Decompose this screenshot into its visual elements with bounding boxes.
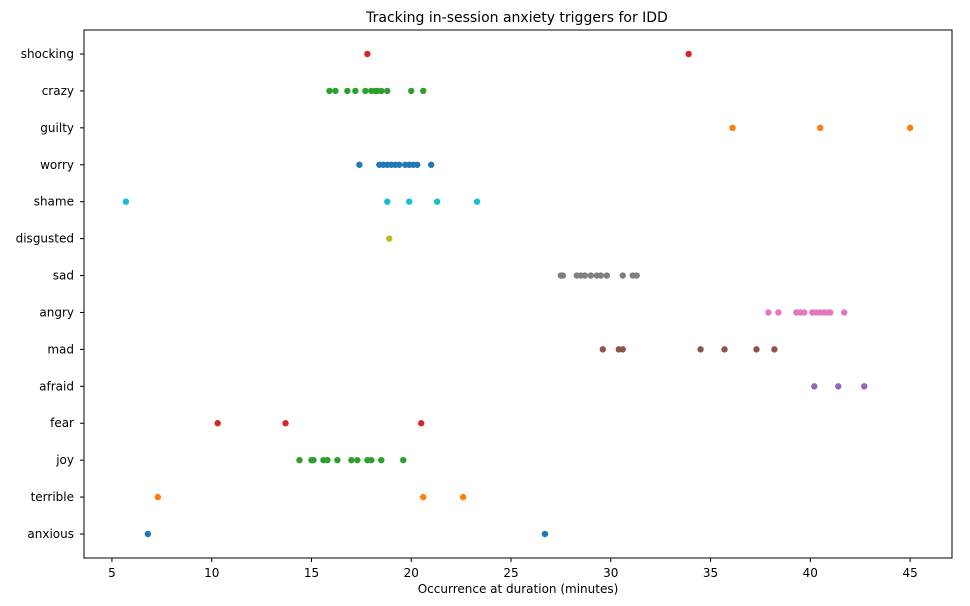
data-point-mad — [599, 346, 607, 353]
data-point-mad — [721, 346, 728, 353]
data-points — [122, 50, 914, 538]
data-point-worry — [356, 161, 363, 168]
y-tick-label-mad: mad — [47, 342, 74, 356]
data-point-crazy — [384, 87, 391, 95]
data-point-joy — [348, 456, 355, 464]
data-point-afraid — [861, 383, 868, 390]
data-point-joy — [368, 456, 375, 464]
data-point-fear — [282, 420, 289, 427]
data-point-crazy — [362, 87, 369, 95]
x-tick-label: 5 — [108, 566, 116, 580]
data-point-terrible — [154, 493, 162, 501]
data-point-sad — [559, 272, 567, 279]
data-point-worry — [396, 161, 403, 168]
data-point-joy — [354, 456, 361, 464]
x-tick-label: 35 — [703, 566, 718, 580]
y-tick-label-afraid: afraid — [39, 379, 74, 393]
data-point-anxious — [541, 530, 549, 538]
chart-title: Tracking in-session anxiety triggers for… — [365, 10, 668, 26]
y-tick-label-fear: fear — [50, 416, 74, 430]
data-point-mad — [697, 346, 704, 353]
data-point-angry — [827, 309, 834, 316]
data-point-disgusted — [386, 235, 393, 242]
y-tick-label-disgusted: disgusted — [16, 232, 74, 246]
data-point-crazy — [344, 87, 351, 95]
data-point-afraid — [811, 383, 818, 390]
x-tick-label: 10 — [204, 566, 219, 580]
data-point-shame — [384, 198, 391, 205]
y-tick-label-terrible: terrible — [31, 490, 74, 504]
data-point-crazy — [408, 87, 415, 95]
data-point-sad — [597, 272, 605, 279]
data-point-shocking — [364, 50, 371, 58]
data-point-joy — [324, 456, 331, 464]
data-point-crazy — [332, 87, 339, 95]
data-point-shame — [473, 198, 481, 205]
y-tick-label-sad: sad — [53, 269, 74, 283]
y-tick-label-angry: angry — [39, 305, 74, 319]
y-tick-label-shame: shame — [34, 195, 74, 209]
data-point-sad — [587, 272, 595, 279]
data-point-joy — [378, 456, 385, 464]
data-point-angry — [775, 309, 782, 316]
data-point-crazy — [378, 87, 385, 95]
data-point-terrible — [420, 493, 427, 501]
data-point-anxious — [144, 530, 152, 538]
data-point-joy — [296, 456, 303, 464]
x-tick-label: 25 — [503, 566, 518, 580]
data-point-sad — [633, 272, 640, 279]
data-point-fear — [214, 420, 221, 427]
y-tick-label-worry: worry — [40, 158, 74, 172]
data-point-shame — [122, 198, 130, 205]
data-point-mad — [771, 346, 778, 353]
data-point-afraid — [835, 383, 842, 390]
data-point-joy — [400, 456, 407, 464]
plot-area-frame — [83, 29, 953, 559]
x-tick-label: 20 — [404, 566, 419, 580]
y-tick-label-shocking: shocking — [21, 47, 74, 61]
y-tick-label-guilty: guilty — [40, 121, 74, 135]
data-point-crazy — [420, 87, 427, 95]
data-point-shame — [406, 198, 413, 205]
data-point-guilty — [729, 124, 736, 132]
x-tick-label: 45 — [902, 566, 917, 580]
data-point-fear — [418, 420, 425, 427]
y-tick-label-crazy: crazy — [42, 84, 74, 98]
data-point-guilty — [906, 124, 914, 132]
x-tick-label: 15 — [304, 566, 319, 580]
data-point-shocking — [685, 50, 692, 58]
data-point-mad — [753, 346, 760, 353]
data-point-crazy — [326, 87, 333, 95]
data-point-sad — [619, 272, 626, 279]
x-tick-label: 40 — [803, 566, 818, 580]
data-point-worry — [414, 161, 421, 168]
y-tick-label-anxious: anxious — [27, 527, 74, 541]
data-point-angry — [841, 309, 848, 316]
data-point-joy — [334, 456, 341, 464]
x-tick-label: 30 — [603, 566, 618, 580]
data-point-worry — [428, 161, 435, 168]
data-point-crazy — [352, 87, 359, 95]
data-point-guilty — [817, 124, 824, 132]
data-point-angry — [801, 309, 808, 316]
x-axis-label: Occurrence at duration (minutes) — [418, 582, 619, 596]
data-point-sad — [603, 272, 610, 279]
data-point-angry — [765, 309, 772, 316]
data-point-sad — [581, 272, 589, 279]
data-point-terrible — [459, 493, 467, 501]
data-point-joy — [310, 456, 317, 464]
data-point-shame — [433, 198, 441, 205]
y-tick-label-joy: joy — [55, 453, 74, 467]
data-point-mad — [619, 346, 626, 353]
axis-ticks: 5 10 15 20 25 30 35 40 45 anxious terrible joy fear a… — [16, 47, 918, 580]
